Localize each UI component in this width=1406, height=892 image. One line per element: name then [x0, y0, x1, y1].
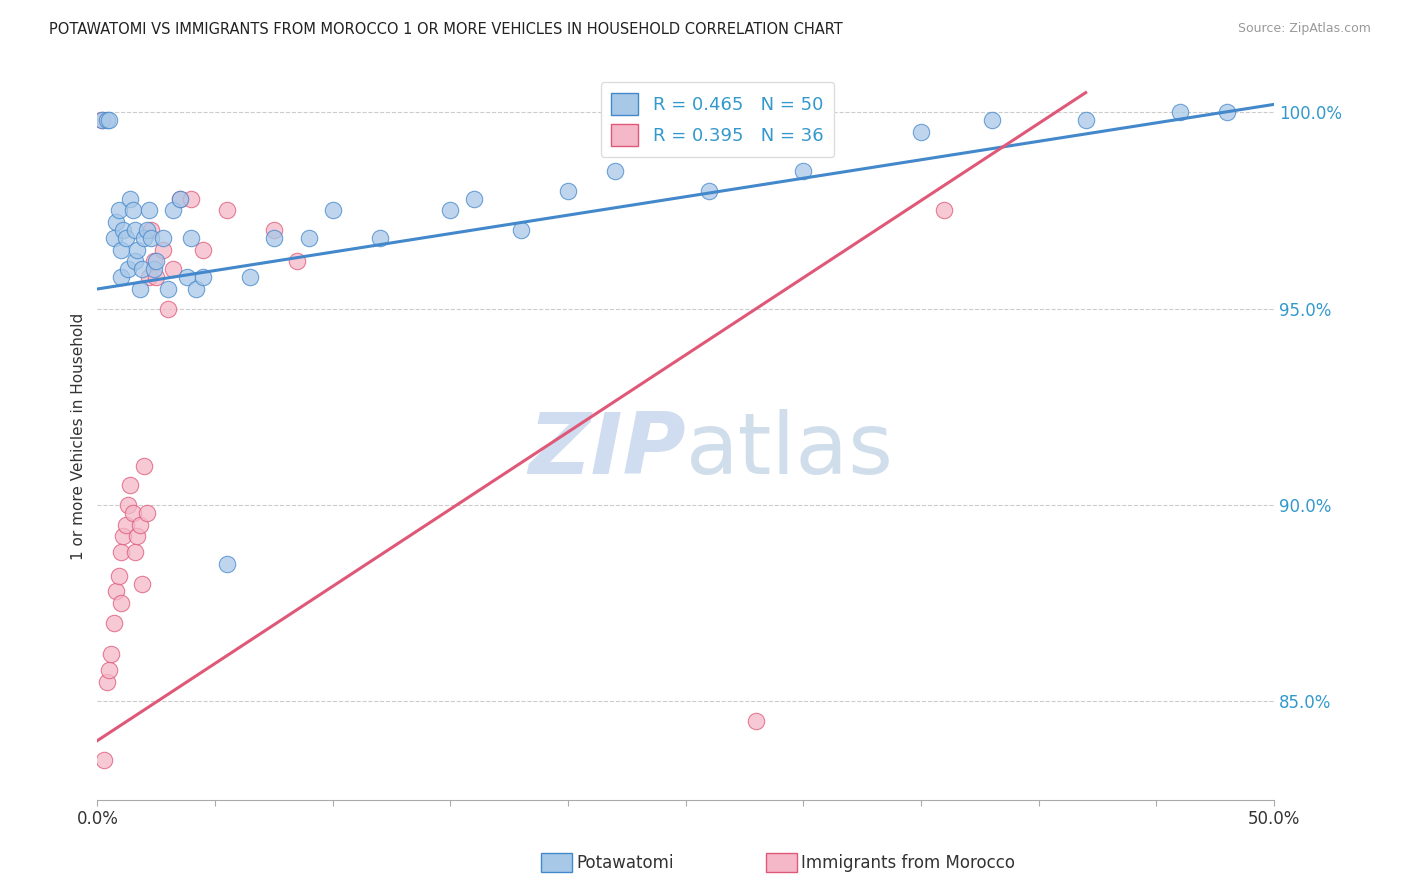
- Point: [603, 164, 626, 178]
- Point: [112, 223, 135, 237]
- Point: [98, 113, 121, 128]
- Point: [169, 192, 191, 206]
- Point: [322, 203, 344, 218]
- Point: [103, 615, 125, 630]
- Point: [156, 282, 179, 296]
- Point: [152, 243, 174, 257]
- Point: [934, 203, 956, 218]
- Point: [107, 203, 129, 218]
- Point: [152, 231, 174, 245]
- Point: [1168, 105, 1191, 120]
- Point: [910, 125, 932, 139]
- Point: [91, 113, 114, 128]
- Point: [124, 223, 146, 237]
- Point: [792, 164, 814, 178]
- Point: [120, 192, 142, 206]
- Point: [142, 262, 165, 277]
- Point: [193, 270, 215, 285]
- Text: Immigrants from Morocco: Immigrants from Morocco: [801, 854, 1015, 871]
- Point: [134, 458, 156, 473]
- Point: [180, 231, 202, 245]
- Point: [141, 223, 163, 237]
- Point: [263, 223, 285, 237]
- Point: [100, 647, 122, 661]
- Point: [103, 231, 125, 245]
- Point: [135, 506, 157, 520]
- Legend: R = 0.465   N = 50, R = 0.395   N = 36: R = 0.465 N = 50, R = 0.395 N = 36: [600, 82, 834, 157]
- Point: [298, 231, 321, 245]
- Point: [263, 231, 285, 245]
- Text: Potawatomi: Potawatomi: [576, 854, 673, 871]
- Text: ZIP: ZIP: [529, 409, 686, 492]
- Point: [162, 262, 184, 277]
- Point: [121, 506, 143, 520]
- Point: [93, 753, 115, 767]
- Point: [120, 478, 142, 492]
- Point: [124, 254, 146, 268]
- Point: [287, 254, 309, 268]
- Point: [697, 184, 720, 198]
- Point: [105, 215, 128, 229]
- Point: [121, 203, 143, 218]
- Point: [180, 192, 202, 206]
- Point: [131, 576, 153, 591]
- Text: Source: ZipAtlas.com: Source: ZipAtlas.com: [1237, 22, 1371, 36]
- Point: [91, 113, 114, 128]
- Point: [368, 231, 391, 245]
- Point: [162, 203, 184, 218]
- Point: [141, 231, 163, 245]
- Point: [156, 301, 179, 316]
- Point: [131, 262, 153, 277]
- Point: [114, 517, 136, 532]
- Point: [557, 184, 579, 198]
- Point: [127, 529, 149, 543]
- Point: [215, 557, 238, 571]
- Point: [117, 262, 139, 277]
- Point: [114, 231, 136, 245]
- Point: [110, 270, 132, 285]
- Point: [745, 714, 768, 728]
- Point: [128, 282, 150, 296]
- Point: [239, 270, 262, 285]
- Point: [142, 254, 165, 268]
- Point: [215, 203, 238, 218]
- Point: [134, 231, 156, 245]
- Point: [105, 584, 128, 599]
- Point: [193, 243, 215, 257]
- Y-axis label: 1 or more Vehicles in Household: 1 or more Vehicles in Household: [72, 312, 86, 560]
- Point: [138, 270, 160, 285]
- Point: [96, 113, 118, 128]
- Point: [127, 243, 149, 257]
- Text: POTAWATOMI VS IMMIGRANTS FROM MOROCCO 1 OR MORE VEHICLES IN HOUSEHOLD CORRELATIO: POTAWATOMI VS IMMIGRANTS FROM MOROCCO 1 …: [49, 22, 844, 37]
- Point: [169, 192, 191, 206]
- Point: [186, 282, 208, 296]
- Point: [117, 498, 139, 512]
- Point: [145, 270, 167, 285]
- Point: [176, 270, 198, 285]
- Point: [1074, 113, 1097, 128]
- Point: [110, 243, 132, 257]
- Point: [509, 223, 531, 237]
- Point: [128, 517, 150, 532]
- Point: [980, 113, 1002, 128]
- Point: [135, 223, 157, 237]
- Point: [96, 674, 118, 689]
- Point: [110, 545, 132, 559]
- Point: [145, 254, 167, 268]
- Point: [110, 596, 132, 610]
- Point: [124, 545, 146, 559]
- Text: atlas: atlas: [686, 409, 894, 492]
- Point: [1216, 105, 1239, 120]
- Point: [98, 663, 121, 677]
- Point: [107, 568, 129, 582]
- Point: [463, 192, 485, 206]
- Point: [112, 529, 135, 543]
- Point: [439, 203, 461, 218]
- Point: [138, 203, 160, 218]
